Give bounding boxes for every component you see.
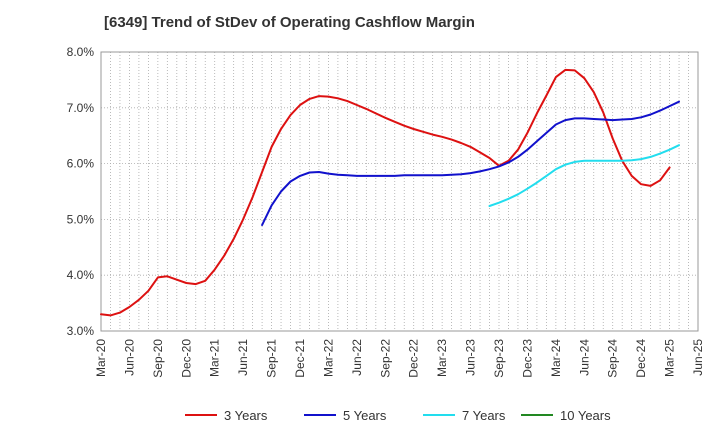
x-tick-label: Sep-21 bbox=[265, 339, 279, 378]
legend-label: 10 Years bbox=[560, 408, 611, 423]
y-tick-label: 6.0% bbox=[67, 157, 95, 171]
x-tick-label: Jun-25 bbox=[691, 339, 705, 376]
x-tick-label: Sep-23 bbox=[492, 339, 506, 378]
y-tick-label: 7.0% bbox=[67, 101, 95, 115]
x-tick-label: Jun-23 bbox=[464, 339, 478, 376]
x-tick-label: Sep-20 bbox=[151, 339, 165, 378]
x-tick-label: Mar-24 bbox=[549, 339, 563, 377]
y-tick-label: 4.0% bbox=[67, 268, 95, 282]
x-tick-label: Mar-21 bbox=[208, 339, 222, 377]
x-tick-label: Dec-24 bbox=[634, 339, 648, 378]
x-tick-label: Jun-20 bbox=[122, 339, 136, 376]
x-tick-label: Jun-24 bbox=[577, 339, 591, 376]
x-tick-label: Dec-22 bbox=[407, 339, 421, 378]
x-tick-label: Sep-22 bbox=[378, 339, 392, 378]
x-tick-label: Dec-21 bbox=[293, 339, 307, 378]
x-tick-label: Mar-25 bbox=[663, 339, 677, 377]
x-tick-label: Jun-21 bbox=[236, 339, 250, 376]
legend: 3 Years 5 Years 7 Years 10 Years bbox=[185, 408, 611, 423]
x-tick-label: Dec-23 bbox=[520, 339, 534, 378]
y-tick-label: 8.0% bbox=[67, 45, 95, 59]
legend-label: 5 Years bbox=[343, 408, 387, 423]
x-tick-label: Mar-23 bbox=[435, 339, 449, 377]
legend-label: 3 Years bbox=[224, 408, 268, 423]
x-tick-label: Dec-20 bbox=[179, 339, 193, 378]
x-tick-label: Mar-20 bbox=[94, 339, 108, 377]
series-line-7-years bbox=[488, 144, 680, 207]
x-tick-label: Jun-22 bbox=[350, 339, 364, 376]
grid-lines bbox=[100, 51, 699, 332]
plot-frame bbox=[100, 51, 699, 332]
chart-title: [6349] Trend of StDev of Operating Cashf… bbox=[104, 14, 475, 31]
y-tick-label: 5.0% bbox=[67, 212, 95, 226]
y-axis-ticks: 3.0% 4.0% 5.0% 6.0% 7.0% 8.0% bbox=[67, 45, 95, 338]
x-tick-label: Mar-22 bbox=[321, 339, 335, 377]
series-lines bbox=[100, 68, 680, 317]
legend-label: 7 Years bbox=[462, 408, 506, 423]
x-tick-label: Sep-24 bbox=[606, 339, 620, 378]
series-line-5-years bbox=[261, 100, 680, 226]
x-axis-ticks: Mar-20 Jun-20 Sep-20 Dec-20 Mar-21 Jun-21 Sep-… bbox=[94, 339, 705, 378]
y-tick-label: 3.0% bbox=[67, 324, 95, 338]
series-line-3-years bbox=[100, 68, 671, 317]
